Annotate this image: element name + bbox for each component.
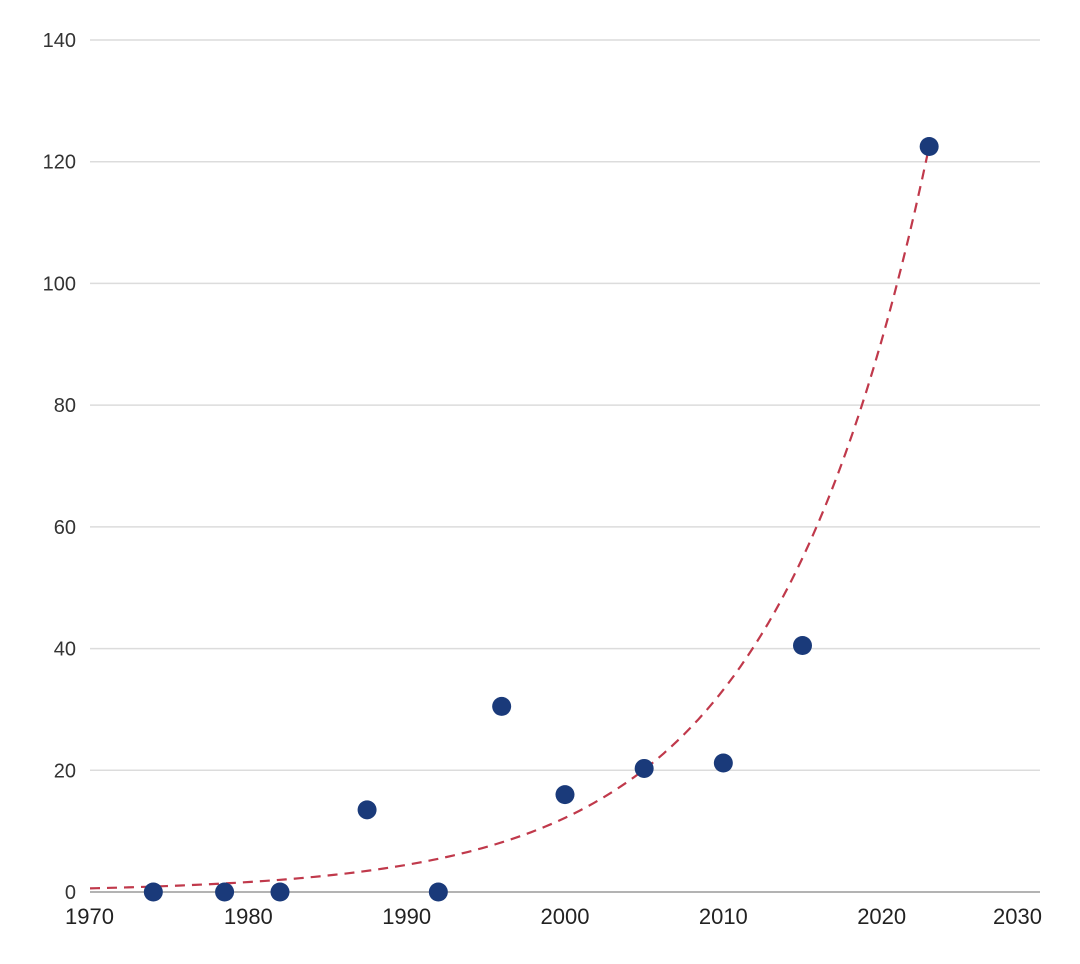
y-tick-label: 60: [54, 517, 76, 539]
y-tick-label: 0: [65, 882, 76, 904]
data-point: [555, 785, 575, 805]
data-point: [428, 882, 448, 902]
x-tick-label: 1970: [65, 904, 114, 929]
x-tick-label: 2000: [541, 904, 590, 929]
data-point: [634, 758, 654, 778]
data-point: [215, 882, 235, 902]
x-tick-label: 2030: [993, 904, 1042, 929]
y-tick-label: 100: [43, 273, 76, 295]
y-tick-label: 40: [54, 639, 76, 661]
data-point: [357, 800, 377, 820]
exponential-trendline: [89, 146, 931, 890]
data-point: [713, 753, 733, 773]
data-point: [793, 636, 812, 656]
y-tick-label: 20: [54, 760, 76, 782]
x-axis-tick-labels: 1970 1980 1990 2000 2010 2020 2030: [65, 904, 1042, 929]
y-tick-label: 120: [43, 152, 76, 174]
data-point: [143, 882, 163, 902]
data-point: [919, 137, 939, 156]
x-tick-label: 2010: [699, 904, 748, 929]
data-points: [143, 137, 939, 902]
gridlines: [90, 39, 1040, 772]
y-tick-label: 80: [54, 395, 76, 417]
y-tick-label: 140: [43, 30, 76, 52]
x-tick-label: 1980: [224, 904, 273, 929]
y-axis-tick-labels: 0 20 40 60 80 100 120 140: [43, 30, 76, 904]
data-point: [492, 696, 512, 716]
data-point: [270, 882, 290, 902]
x-tick-label: 1990: [382, 904, 431, 929]
x-tick-label: 2020: [857, 904, 906, 929]
